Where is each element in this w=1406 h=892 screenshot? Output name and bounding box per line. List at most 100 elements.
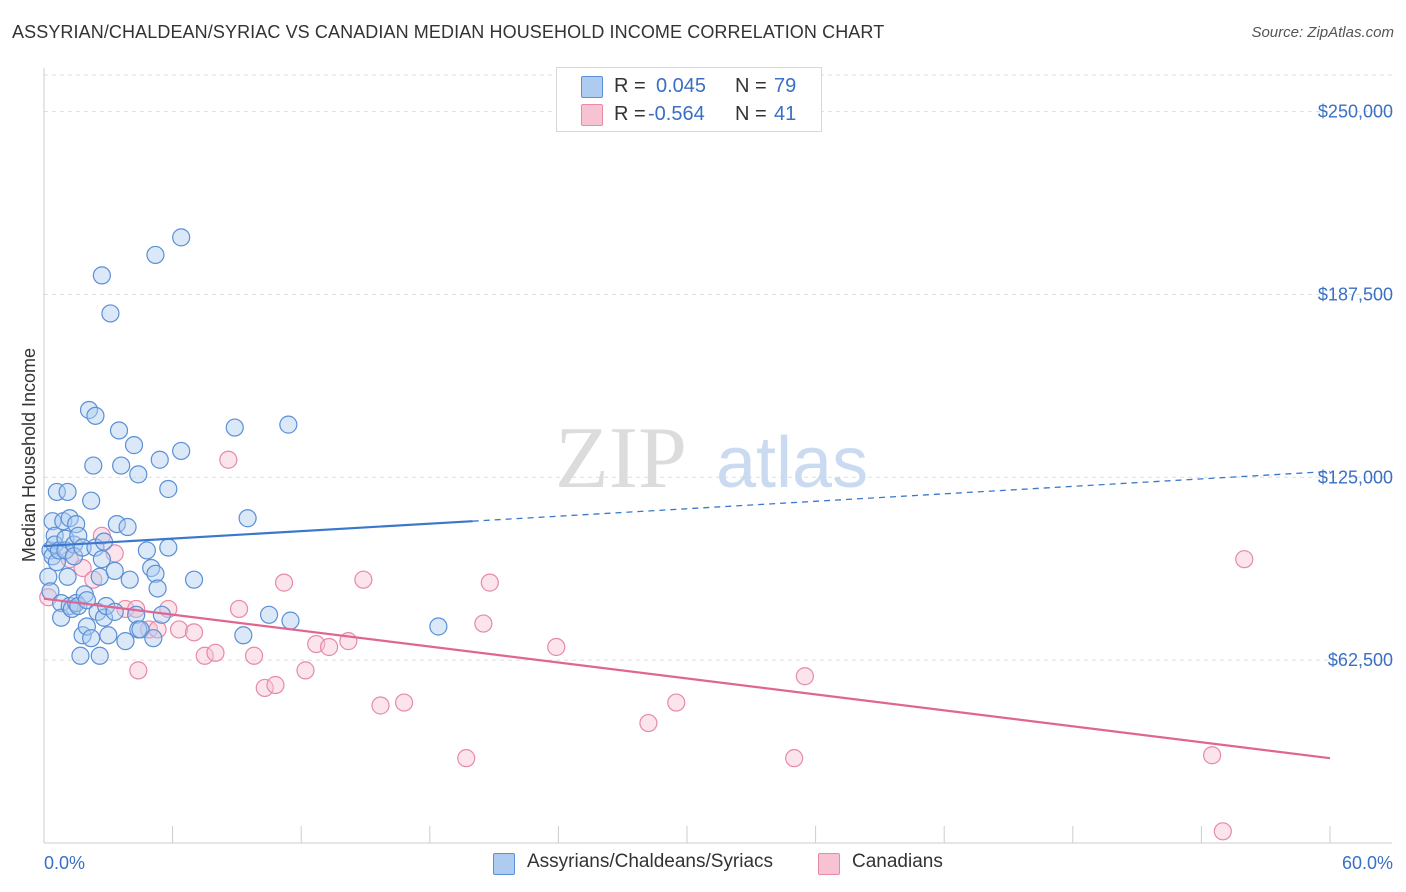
canadians-point	[667, 693, 686, 712]
legend-row-assyrians: R = 0.045 N = 79	[557, 74, 821, 102]
legend-r-value: 0.045	[656, 75, 707, 97]
assyrians-point	[118, 517, 137, 537]
canadians-points	[39, 450, 1254, 841]
y-tick-label: $187,500	[1318, 284, 1393, 304]
assyrians-point	[146, 245, 165, 265]
legend-n-value: 41	[774, 103, 797, 125]
canadians-trend-line	[43, 597, 1331, 760]
watermark-zip: ZIP	[555, 410, 687, 507]
canadians-point	[206, 643, 225, 662]
assyrians-point	[112, 456, 131, 475]
assyrians-point	[86, 406, 105, 425]
assyrians-point	[159, 538, 178, 557]
assyrians-point	[94, 608, 114, 627]
assyrians-point	[184, 570, 204, 589]
watermark-atlas: atlas	[716, 423, 868, 503]
assyrians-point	[58, 482, 77, 502]
assyrians-point	[71, 646, 90, 665]
trend-lines	[43, 470, 1331, 760]
assyrians-point	[281, 611, 300, 630]
assyrians-point	[82, 629, 101, 648]
assyrians-point	[116, 632, 135, 651]
legend-swatch-pink	[581, 104, 603, 126]
assyrians-point	[92, 550, 111, 569]
assyrians-point	[107, 514, 126, 534]
assyrians-point	[225, 418, 244, 437]
assyrians-point	[279, 415, 298, 434]
bottom-legend-swatch-blue	[493, 853, 515, 875]
x-tick-labels: 0.0% 60.0%	[44, 853, 1393, 873]
assyrians-point	[84, 456, 103, 475]
canadians-point	[129, 661, 148, 680]
legend-r-label: R =	[614, 75, 646, 97]
x-tick-label-min: 0.0%	[44, 853, 85, 873]
canadians-point	[371, 696, 390, 715]
assyrians-point	[129, 465, 148, 484]
canadians-point	[1213, 822, 1232, 841]
legend-r-label: R =	[614, 103, 646, 125]
canadians-point	[229, 599, 249, 619]
canadians-point	[795, 667, 814, 686]
assyrians-point	[43, 512, 62, 531]
assyrians-point	[77, 617, 96, 636]
assyrians-point	[105, 561, 124, 581]
assyrians-point	[238, 509, 257, 528]
canadians-point	[266, 675, 285, 695]
source-credit: Source: ZipAtlas.com	[1251, 24, 1394, 41]
y-tick-label: $250,000	[1318, 102, 1393, 122]
assyrians-point	[124, 436, 144, 455]
assyrians-point	[109, 421, 129, 440]
canadians-point	[219, 450, 238, 469]
canadians-point	[394, 693, 414, 712]
assyrians-point	[58, 567, 77, 586]
assyrians-point	[82, 491, 101, 510]
assyrians-point	[148, 579, 167, 598]
canadians-point	[480, 573, 499, 592]
legend-n-value: 79	[774, 75, 797, 97]
watermark: ZIP atlas	[555, 410, 868, 507]
canadians-point	[1235, 550, 1254, 569]
grid-lines	[44, 74, 1392, 661]
chart-title: ASSYRIAN/CHALDEAN/SYRIAC VS CANADIAN MED…	[12, 22, 885, 42]
canadians-point	[1203, 746, 1222, 765]
legend-row-canadians: R = -0.564 N = 41	[557, 102, 821, 130]
legend-r-value: -0.564	[648, 103, 705, 125]
axes	[43, 68, 1392, 844]
canadians-point	[354, 570, 373, 589]
assyrians-point	[172, 441, 191, 461]
canadians-point	[244, 646, 264, 665]
assyrians-point	[144, 629, 163, 648]
assyrians-point	[429, 617, 448, 636]
assyrians-point	[137, 541, 156, 560]
assyrians-point	[39, 567, 58, 586]
y-tick-label: $125,000	[1318, 467, 1393, 487]
assyrians-point	[67, 514, 86, 534]
assyrians-point	[92, 266, 111, 285]
assyrians-point	[159, 479, 178, 499]
canadians-point	[785, 749, 804, 768]
canadians-point	[547, 637, 566, 657]
assyrians-point	[90, 646, 109, 665]
legend-n-label: N =	[735, 75, 767, 97]
assyrians-point	[120, 570, 139, 589]
bottom-legend-swatch-pink	[818, 853, 840, 875]
assyrians-point	[101, 304, 120, 323]
assyrians-point	[234, 626, 253, 645]
assyrians-trend-extension	[472, 470, 1331, 522]
canadians-point	[195, 646, 214, 665]
canadians-point	[296, 661, 315, 680]
bottom-legend-label: Assyrians/Chaldeans/Syriacs	[527, 851, 774, 872]
assyrians-point	[47, 482, 66, 502]
assyrians-point	[131, 620, 150, 639]
y-tick-label: $62,500	[1328, 650, 1393, 670]
y-tick-labels: $62,500 $125,000 $187,500 $250,000	[1318, 102, 1393, 671]
legend-swatch-blue	[581, 76, 603, 98]
canadians-point	[639, 713, 658, 733]
assyrians-trend-line	[43, 520, 473, 548]
bottom-legend-label: Canadians	[852, 851, 943, 872]
canadians-point	[274, 573, 294, 592]
stats-legend: R = 0.045 N = 79 R = -0.564 N = 41	[556, 67, 822, 132]
legend-n-label: N =	[735, 103, 767, 125]
assyrians-point	[259, 605, 279, 624]
